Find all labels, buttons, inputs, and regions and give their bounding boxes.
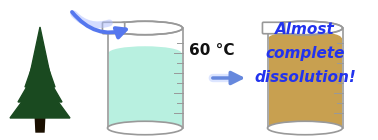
Polygon shape	[25, 44, 55, 87]
Bar	[108, 53, 181, 126]
FancyBboxPatch shape	[102, 22, 125, 34]
Ellipse shape	[108, 23, 181, 33]
Ellipse shape	[268, 31, 341, 45]
Ellipse shape	[108, 46, 181, 60]
Bar	[268, 38, 341, 126]
Text: dissolution!: dissolution!	[254, 70, 356, 85]
Polygon shape	[30, 27, 50, 74]
Polygon shape	[18, 64, 62, 102]
Text: complete: complete	[265, 46, 345, 61]
Ellipse shape	[268, 23, 341, 33]
Ellipse shape	[107, 121, 183, 135]
Polygon shape	[10, 77, 70, 118]
FancyBboxPatch shape	[262, 22, 285, 34]
Text: 60 °C: 60 °C	[189, 43, 235, 58]
Ellipse shape	[268, 21, 342, 35]
Ellipse shape	[107, 21, 183, 35]
Text: Almost: Almost	[275, 22, 335, 37]
Polygon shape	[35, 112, 45, 132]
Ellipse shape	[268, 121, 342, 135]
